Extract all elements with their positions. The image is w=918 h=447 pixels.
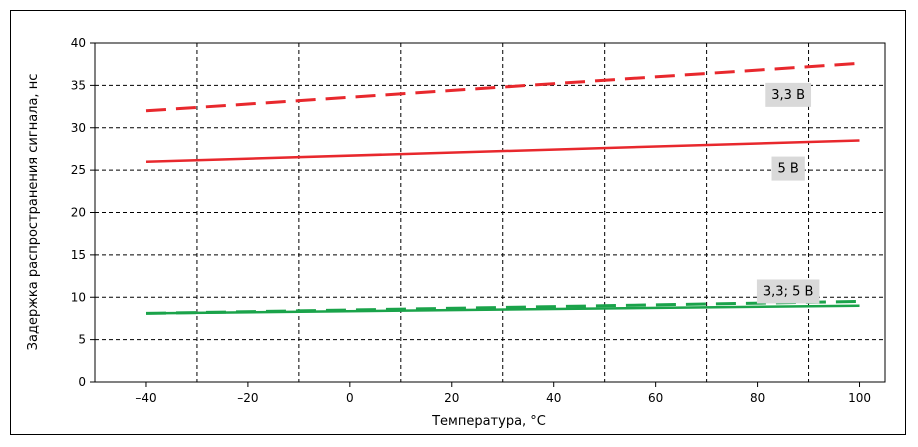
y-tick-label: 30 [71, 121, 86, 135]
y-tick-label: 20 [71, 206, 86, 220]
series-label-box [765, 82, 812, 107]
x-tick-label: 80 [750, 391, 765, 405]
y-tick-label: 10 [71, 290, 86, 304]
series-line-2 [145, 139, 860, 163]
y-tick-label: 0 [78, 375, 86, 389]
series-label-text: 3,3 В [771, 88, 805, 103]
y-tick-label: 5 [78, 333, 86, 347]
y-tick-label: 15 [71, 248, 86, 262]
series-label-box [756, 279, 820, 304]
series-label-box [771, 156, 805, 181]
x-tick-label: –20 [237, 391, 258, 405]
y-tick-label: 25 [71, 163, 86, 177]
series-line-4 [145, 304, 860, 315]
y-axis-title: Задержка распространения сигнала, нс [26, 74, 41, 351]
series-label-text: 3,3; 5 В [763, 284, 814, 299]
x-tick-label: 40 [546, 391, 561, 405]
ticks: 0 5 10 15 20 25 30 35 40 –40 –20 0 20 40 60 80 100 [71, 36, 871, 405]
x-axis-title: Температура, °C [431, 414, 546, 429]
x-tick-label: –40 [135, 391, 156, 405]
annotations: 3,3 В 5 В 3,3; 5 В [756, 82, 820, 304]
x-tick-label: 60 [648, 391, 663, 405]
series-label-1: 3,3 В [765, 82, 812, 107]
series-group [145, 61, 860, 315]
x-tick-label: 0 [346, 391, 354, 405]
x-tick-label: 100 [848, 391, 871, 405]
y-tick-label: 40 [71, 36, 86, 50]
series-label-text: 5 В [777, 162, 798, 177]
y-tick-label: 35 [71, 78, 86, 92]
series-label-2: 5 В [771, 156, 805, 181]
x-tick-label: 20 [444, 391, 459, 405]
series-label-3: 3,3; 5 В [756, 279, 820, 304]
